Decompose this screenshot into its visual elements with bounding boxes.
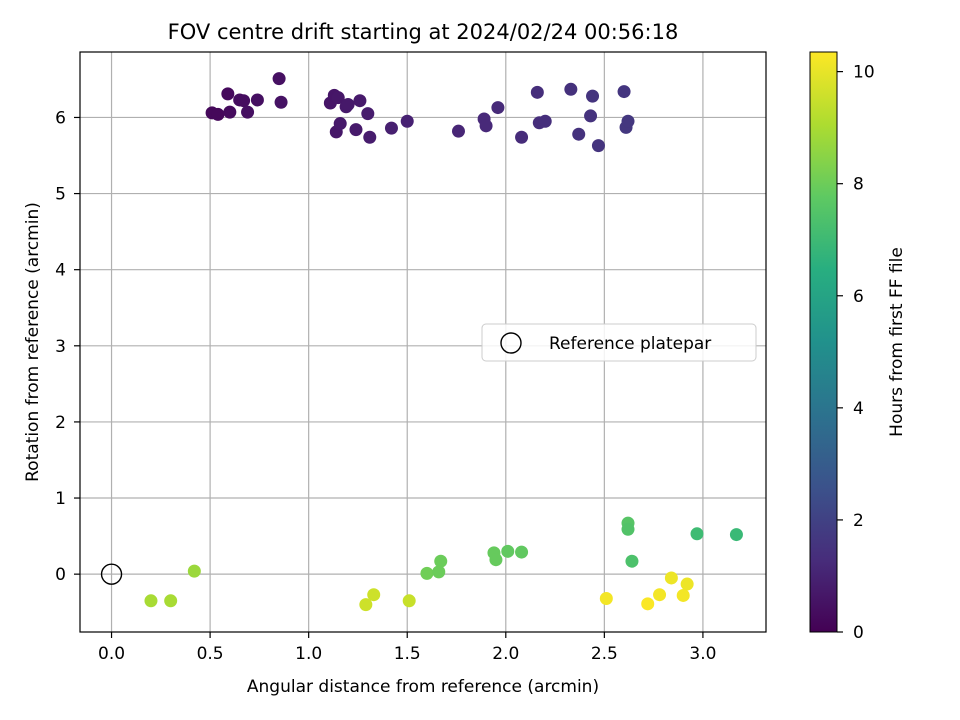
reference-platepar-marker [100, 563, 123, 585]
data-point [241, 105, 255, 119]
data-point [479, 119, 493, 133]
colorbar-tick-label: 0 [853, 623, 864, 643]
data-point [501, 544, 515, 558]
data-point [420, 566, 434, 580]
x-tick-label: 3.0 [689, 644, 716, 664]
colorbar-tick-label: 2 [853, 511, 864, 531]
colorbar-ticks: 0 2 4 6 8 10 [837, 63, 875, 643]
data-point [237, 94, 251, 108]
data-point [591, 139, 605, 153]
data-point [653, 588, 667, 602]
x-tick-label: 1.0 [295, 644, 322, 664]
data-point [729, 528, 743, 542]
data-point [515, 130, 529, 144]
data-point [361, 107, 375, 121]
data-point [515, 545, 529, 559]
y-tick-label: 5 [55, 185, 66, 205]
data-point [400, 114, 414, 128]
chart-title: FOV centre drift starting at 2024/02/24 … [168, 20, 679, 44]
data-point [363, 130, 377, 144]
data-point [221, 87, 235, 101]
data-point [599, 592, 613, 606]
data-point [272, 72, 286, 86]
data-point [489, 553, 503, 567]
data-point [491, 101, 505, 115]
colorbar-tick-label: 4 [853, 399, 864, 419]
legend: Reference platepar [481, 323, 757, 362]
x-tick-label: 0.5 [197, 644, 224, 664]
data-point [274, 95, 288, 109]
data-point [402, 594, 416, 608]
data-point [530, 85, 544, 99]
data-point [223, 105, 237, 119]
data-point [349, 123, 363, 137]
data-point [164, 594, 178, 608]
x-tick-label: 2.0 [492, 644, 519, 664]
y-tick-label: 4 [55, 261, 66, 281]
data-point [384, 121, 398, 135]
colorbar-gradient [809, 51, 838, 633]
x-tick-label: 0.0 [98, 644, 125, 664]
data-point [367, 588, 381, 602]
data-point [211, 107, 225, 121]
data-point [432, 565, 446, 579]
colorbar-tick-label: 6 [853, 287, 864, 307]
colorbar-tick-label: 8 [853, 175, 864, 195]
data-point [621, 114, 635, 128]
data-point [664, 571, 678, 585]
data-point [451, 124, 465, 138]
y-tick-label: 1 [55, 489, 66, 509]
data-point [333, 117, 347, 131]
data-point [690, 527, 704, 541]
data-point [617, 85, 631, 99]
data-point [144, 594, 158, 608]
y-axis-ticks: 0 1 2 3 4 5 6 [55, 108, 80, 585]
data-point [331, 91, 345, 105]
y-tick-label: 6 [55, 108, 66, 128]
data-point [586, 89, 600, 103]
data-point [434, 554, 448, 568]
colorbar-label: Hours from first FF file [887, 247, 907, 437]
legend-entry-reference-platepar: Reference platepar [549, 334, 711, 354]
x-axis-ticks: 0.0 0.5 1.0 1.5 2.0 2.5 3.0 [98, 632, 716, 664]
data-point [341, 98, 355, 112]
data-point [538, 114, 552, 128]
legend-reference-marker [500, 332, 522, 354]
data-point [564, 82, 578, 96]
data-point [572, 127, 586, 141]
x-tick-label: 1.5 [394, 644, 421, 664]
plot-area-frame [79, 51, 767, 633]
colorbar-tick-label: 10 [853, 63, 875, 83]
legend-box [481, 323, 757, 362]
data-point [680, 577, 694, 591]
y-tick-label: 3 [55, 337, 66, 357]
data-point [584, 109, 598, 123]
data-points [144, 72, 743, 612]
data-point [621, 522, 635, 536]
colorbar: 0 2 4 6 8 10 Hours from first FF file [809, 51, 907, 643]
data-point [359, 598, 373, 612]
data-point [353, 94, 367, 108]
data-point [625, 554, 639, 568]
data-point [250, 93, 264, 107]
y-tick-label: 2 [55, 413, 66, 433]
data-point [187, 564, 201, 578]
data-point [676, 588, 690, 602]
x-tick-label: 2.5 [591, 644, 618, 664]
y-tick-label: 0 [55, 565, 66, 585]
y-axis-label: Rotation from reference (arcmin) [23, 202, 43, 482]
data-point [641, 597, 655, 611]
x-axis-label: Angular distance from reference (arcmin) [247, 677, 599, 697]
